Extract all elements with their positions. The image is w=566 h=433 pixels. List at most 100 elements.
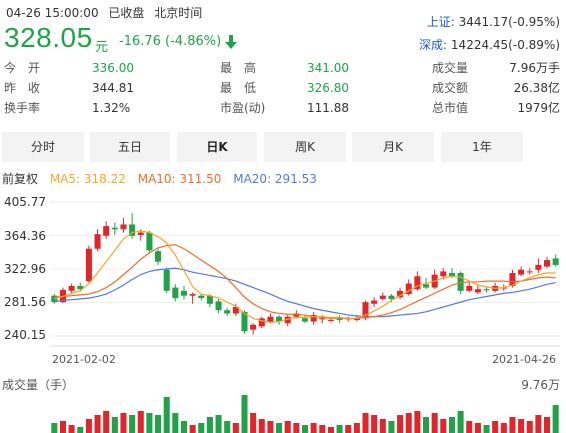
candle-body [405, 283, 412, 295]
volume-bar [405, 413, 412, 433]
candle-body [319, 318, 326, 320]
y-tick-2: 322.96 [4, 262, 46, 276]
ma20-line [54, 267, 556, 318]
candle-body [474, 289, 481, 293]
tab-five-day[interactable]: 五日 [90, 132, 170, 162]
index-shanghai[interactable]: 上证: 3441.17(-0.95%) [427, 13, 560, 30]
candle-body [224, 310, 231, 314]
candle-body [310, 315, 317, 322]
volume-bar [241, 395, 248, 433]
volume-bar [232, 423, 239, 433]
volume-bar [457, 411, 464, 433]
stat-turnover-value: 1.32% [92, 101, 131, 115]
index-shanghai-label: 上证: [426, 15, 455, 29]
candle-body [198, 295, 205, 299]
quote-timestamp-line: 04-26 15:00:00 已收盘 北京时间 [6, 4, 208, 21]
volume-bar [319, 425, 326, 433]
stat-marketcap-label: 总市值 [432, 101, 469, 115]
volume-bar [388, 421, 395, 433]
candle-body [189, 294, 196, 296]
volume-bar [544, 417, 551, 433]
candle-body [103, 226, 110, 236]
tab-intraday[interactable]: 分时 [2, 132, 84, 162]
volume-bar [180, 421, 188, 433]
candle-body [518, 269, 525, 275]
candle-body [301, 318, 309, 322]
adjust-mode-label[interactable]: 前复权 [2, 172, 39, 186]
candle-body [111, 227, 118, 230]
volume-bar [535, 415, 542, 433]
volume-bar [146, 413, 153, 433]
candle-body [440, 271, 447, 277]
stat-pe-value: 111.88 [307, 101, 349, 115]
stat-turnover-label: 换手率 [4, 101, 41, 115]
volume-bar [137, 411, 144, 433]
stat-volume-value: 7.96万手 [509, 61, 560, 75]
candle-body [466, 285, 473, 291]
volume-bar [51, 423, 58, 433]
tab-monthly-k[interactable]: 月K [352, 132, 434, 162]
volume-bar [129, 415, 136, 433]
candle-body [544, 260, 551, 267]
period-tabs: 分时 五日 日K 周K 月K 1年 [0, 132, 566, 162]
volume-bar [293, 423, 300, 433]
candlestick-chart[interactable] [0, 188, 566, 370]
tab-daily-k[interactable]: 日K [177, 132, 257, 162]
candle-body [483, 289, 490, 291]
volume-bar [518, 419, 525, 433]
candle-body [232, 306, 239, 314]
candle-body [388, 295, 395, 299]
index-shenzhen[interactable]: 深成: 14224.45(-0.89%) [419, 36, 560, 53]
volume-bar [362, 413, 369, 433]
stat-prevclose-label: 昨 收 [4, 81, 41, 95]
candle-body [284, 316, 291, 324]
volume-bar [258, 419, 265, 433]
volume-bar [111, 417, 118, 433]
y-tick-0: 405.77 [4, 195, 46, 209]
candle-body [353, 318, 360, 320]
stat-low-label: 最 低 [220, 81, 257, 95]
candle-body [509, 273, 516, 286]
candle-body [535, 264, 542, 270]
ma5-value: MA5: 318.22 [49, 172, 126, 186]
candle-body [137, 232, 144, 235]
candle-body [129, 224, 136, 236]
stat-amount-value: 26.38亿 [513, 81, 560, 95]
stat-volume-label: 成交量 [432, 61, 469, 75]
volume-chart[interactable] [0, 390, 566, 433]
volume-bar [224, 421, 231, 433]
ma10-value: MA10: 311.50 [137, 172, 222, 186]
y-tick-4: 240.15 [4, 328, 46, 342]
candle-body [146, 232, 153, 251]
candle-body [267, 316, 274, 322]
candle-body [77, 285, 84, 290]
stat-high-label: 最 高 [220, 61, 257, 75]
tab-weekly-k[interactable]: 周K [264, 132, 346, 162]
candle-body [155, 251, 162, 262]
volume-bar [466, 421, 473, 433]
stat-prevclose-value: 344.81 [92, 81, 134, 95]
volume-bar [276, 423, 283, 433]
candle-body [457, 273, 464, 291]
tab-one-year[interactable]: 1年 [441, 132, 523, 162]
quote-datetime: 04-26 15:00:00 [6, 6, 99, 20]
timezone-label: 北京时间 [154, 6, 203, 20]
volume-bar [448, 417, 455, 433]
candle-body [397, 290, 404, 298]
volume-bar [120, 413, 127, 433]
volume-bar [267, 421, 274, 433]
stat-low-value: 326.80 [307, 81, 349, 95]
ma5-line [54, 230, 556, 323]
stat-open-value: 336.00 [92, 61, 134, 75]
volume-bar [94, 415, 101, 433]
candle-body [371, 300, 378, 304]
candle-body [180, 290, 188, 296]
volume-bar [59, 421, 66, 433]
volume-bar [68, 425, 75, 433]
candle-body [422, 284, 430, 288]
volume-bar [250, 413, 257, 433]
candle-body [258, 318, 265, 327]
volume-bar [301, 425, 309, 433]
volume-bar [414, 411, 421, 433]
volume-bar [198, 423, 205, 433]
